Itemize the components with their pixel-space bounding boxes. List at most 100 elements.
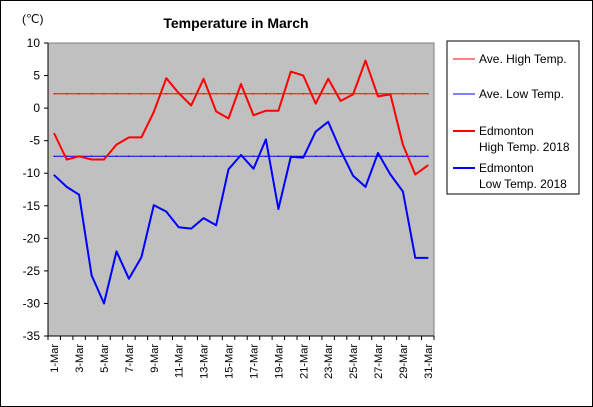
data-point <box>414 155 417 158</box>
data-point <box>53 174 56 176</box>
data-point <box>327 155 329 158</box>
y-tick-label: -5 <box>29 134 40 148</box>
data-point <box>190 227 192 230</box>
data-point <box>153 92 155 95</box>
data-point <box>252 155 255 158</box>
data-point <box>153 111 155 113</box>
data-point <box>302 92 305 95</box>
data-point <box>240 92 242 95</box>
data-point <box>115 250 118 253</box>
data-point <box>227 168 230 171</box>
data-point <box>153 204 155 206</box>
data-point <box>339 100 342 102</box>
data-point <box>103 92 105 95</box>
data-point <box>140 92 143 95</box>
data-point <box>265 138 267 141</box>
data-point <box>377 152 379 154</box>
legend-label: High Temp. 2018 <box>479 140 570 154</box>
x-tick-label: 25-Mar <box>348 344 360 379</box>
data-point <box>227 117 230 120</box>
legend-label: Ave. High Temp. <box>479 52 567 66</box>
data-point <box>202 217 205 219</box>
data-point <box>202 92 205 95</box>
data-point <box>240 83 242 85</box>
data-point <box>277 208 280 210</box>
data-point <box>265 92 267 95</box>
legend-item-0: Ave. High Temp. <box>453 52 567 66</box>
data-point <box>165 155 168 158</box>
data-point <box>78 155 80 158</box>
legend-item-3: Edmonton Low Temp. 2018 <box>453 161 567 191</box>
data-point <box>78 193 80 196</box>
y-unit-label: (℃) <box>22 12 43 26</box>
series-2 <box>53 59 429 176</box>
data-point <box>115 92 118 95</box>
x-tick-label: 21-Mar <box>298 344 310 379</box>
data-point <box>364 92 367 95</box>
data-point <box>90 155 93 158</box>
y-tick-label: 0 <box>33 101 40 115</box>
x-tick-label: 17-Mar <box>248 344 260 379</box>
data-point <box>90 92 93 95</box>
data-point <box>364 155 367 158</box>
y-tick-label: -20 <box>23 231 41 245</box>
data-point <box>90 158 93 161</box>
data-point <box>190 155 192 158</box>
data-point <box>314 130 317 133</box>
data-point <box>389 93 392 96</box>
data-point <box>265 155 267 158</box>
x-tick-label: 9-Mar <box>149 344 161 373</box>
legend-label: Edmonton <box>479 161 534 175</box>
series-0 <box>53 92 429 95</box>
data-point <box>414 92 417 95</box>
data-point <box>364 59 367 62</box>
legend-label: Edmonton <box>479 124 534 138</box>
data-point <box>277 92 280 95</box>
x-tick-label: 15-Mar <box>224 344 236 379</box>
data-point <box>103 302 105 305</box>
x-tick-label: 7-Mar <box>124 344 136 373</box>
data-point <box>402 92 404 95</box>
data-point <box>314 92 317 95</box>
y-tick-label: 10 <box>27 36 41 50</box>
data-point <box>90 274 93 277</box>
data-point <box>327 92 329 95</box>
data-point <box>78 92 80 95</box>
series-3 <box>53 120 429 305</box>
data-point <box>103 155 105 158</box>
x-tick-label: 1-Mar <box>49 344 61 373</box>
y-tick-label: -10 <box>23 166 41 180</box>
data-point <box>65 158 68 161</box>
data-point <box>352 155 354 158</box>
data-point <box>402 190 404 193</box>
data-point <box>215 224 217 227</box>
data-point <box>402 143 404 146</box>
data-point <box>302 156 305 159</box>
data-point <box>128 155 130 158</box>
x-tick-label: 19-Mar <box>273 344 285 379</box>
y-tick-label: -35 <box>23 329 41 343</box>
data-point <box>165 77 168 79</box>
data-point <box>215 92 217 95</box>
data-point <box>140 256 143 259</box>
series-layer <box>53 59 429 305</box>
data-point <box>252 167 255 170</box>
data-point <box>389 173 392 176</box>
data-point <box>128 136 130 139</box>
data-point <box>364 186 367 188</box>
data-point <box>339 92 342 95</box>
data-point <box>177 155 180 158</box>
data-point <box>352 175 354 177</box>
data-point <box>215 155 217 158</box>
data-point <box>240 154 242 156</box>
data-point <box>252 92 255 95</box>
data-point <box>389 155 392 158</box>
data-point <box>128 277 130 280</box>
data-point <box>202 78 205 80</box>
data-point <box>414 173 417 176</box>
x-tick-label: 3-Mar <box>74 344 86 373</box>
data-point <box>290 92 292 95</box>
y-tick-label: -15 <box>23 199 41 213</box>
data-point <box>352 93 354 96</box>
